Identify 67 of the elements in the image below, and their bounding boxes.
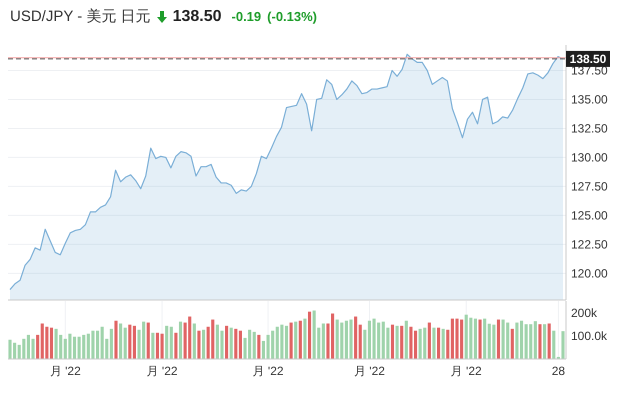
y-tick-label: 125.00 <box>571 208 608 223</box>
x-tick-label: 月 '22 <box>146 364 178 378</box>
bar <box>146 322 150 359</box>
bar <box>349 320 353 359</box>
x-tick-label: 月 '22 <box>252 364 284 378</box>
y-tick-label: 127.50 <box>571 180 608 194</box>
bar <box>474 318 478 359</box>
y-tick-label: 130.00 <box>571 150 608 165</box>
bar <box>543 324 546 359</box>
bar <box>294 322 298 359</box>
bar <box>520 320 524 359</box>
y-tick-label: 120.00 <box>571 266 608 281</box>
bar <box>284 326 288 359</box>
y-tick-label: 200k <box>571 306 598 320</box>
bar <box>192 324 196 359</box>
bar <box>510 328 514 359</box>
bar <box>396 326 399 359</box>
bar <box>225 326 228 359</box>
bar <box>538 324 542 359</box>
bar <box>174 332 178 359</box>
bar <box>303 318 306 359</box>
bar <box>31 338 35 359</box>
bar <box>114 320 118 359</box>
text: (-0.13%) <box>267 9 318 24</box>
bar <box>390 324 394 359</box>
x-tick-label: 月 '22 <box>354 364 386 378</box>
bar <box>91 330 95 359</box>
bar <box>428 322 431 359</box>
bar <box>432 328 436 359</box>
bar <box>442 328 445 359</box>
bar <box>478 320 482 359</box>
y-tick-label: 122.50 <box>571 238 608 252</box>
y-tick-label: 137.50 <box>571 64 608 78</box>
ref-line-label: 138.50 <box>570 52 607 66</box>
bar <box>72 336 76 359</box>
y-tick-label: 100.0k <box>571 329 608 343</box>
bar <box>151 332 154 359</box>
bar <box>496 320 500 359</box>
bar <box>308 312 312 359</box>
text: 138.50 <box>172 8 222 26</box>
bar <box>202 330 206 359</box>
bar <box>156 332 160 359</box>
bar <box>96 330 100 359</box>
chart-title: USD/JPY - 美元 日元 <box>10 7 151 26</box>
bar <box>455 318 459 359</box>
bar <box>414 330 418 359</box>
bar <box>197 330 201 359</box>
x-tick-label: 28 <box>552 364 566 378</box>
bar <box>548 324 551 359</box>
bar <box>400 326 404 359</box>
bar <box>290 322 293 359</box>
y-tick-label: 135.00 <box>571 92 608 107</box>
bar <box>372 318 376 359</box>
bar <box>437 328 440 359</box>
bar <box>368 320 372 359</box>
y-tick-label: 132.50 <box>571 122 608 136</box>
bar <box>50 328 54 359</box>
bar <box>178 322 182 359</box>
bar <box>8 340 12 359</box>
x-tick-label: 月 '22 <box>50 364 82 378</box>
bar <box>561 331 565 359</box>
bar <box>298 320 302 359</box>
x-tick-label: 月 '22 <box>450 364 482 378</box>
text: -0.19 <box>232 9 262 24</box>
bar <box>230 328 233 359</box>
bar <box>257 334 260 359</box>
bar <box>404 320 408 359</box>
